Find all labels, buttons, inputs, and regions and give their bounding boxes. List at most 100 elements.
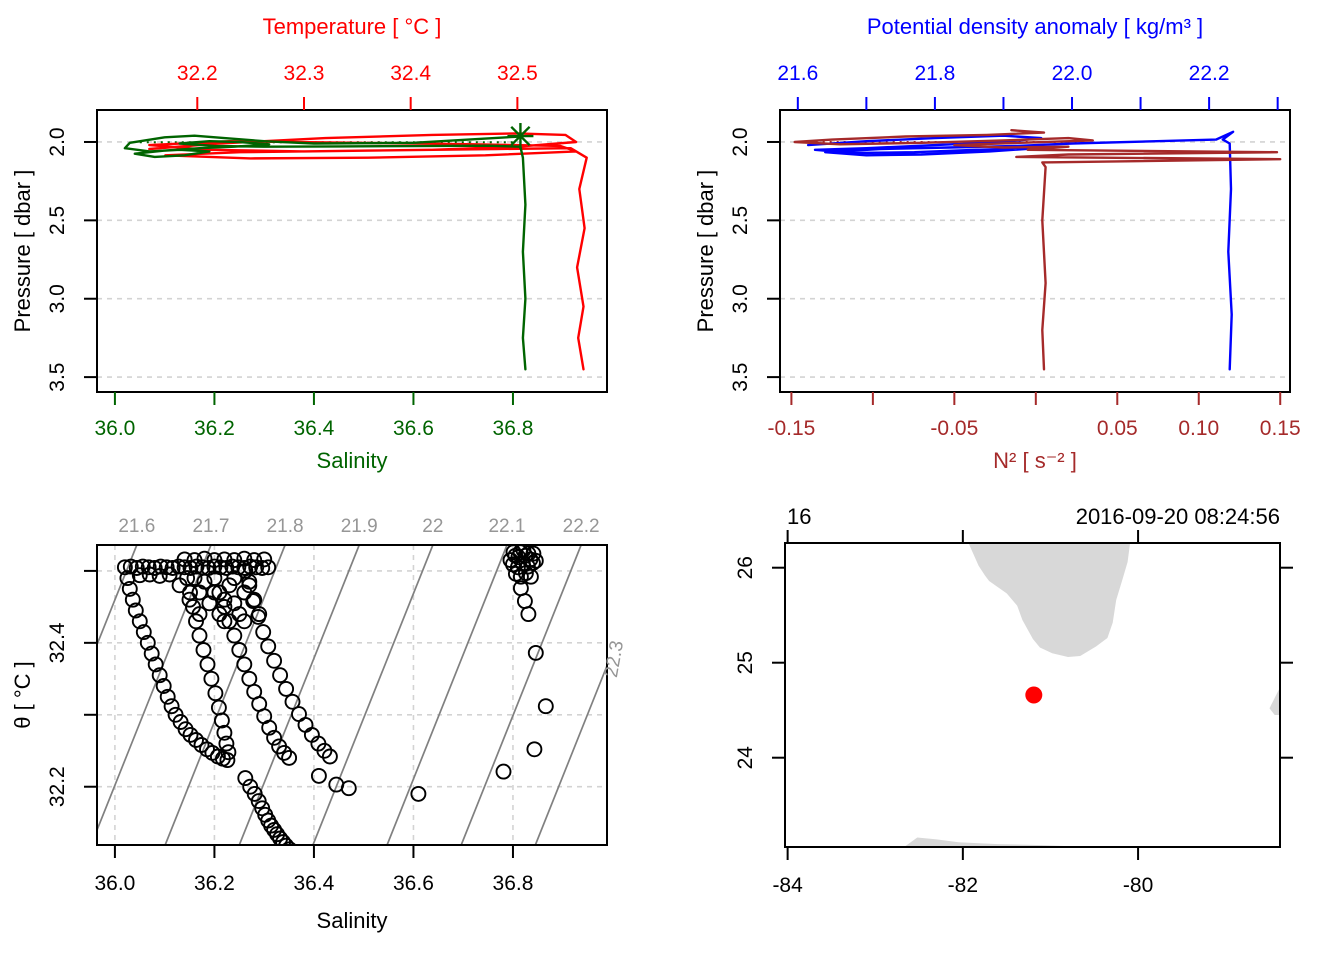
isopycnal-label: 22.1 (488, 516, 525, 537)
land-polygon (968, 543, 1131, 657)
ts-point (527, 644, 544, 661)
bottom-tick-label: 0.05 (1097, 417, 1138, 440)
ts-point (321, 748, 338, 765)
ts-point (515, 545, 532, 558)
top-tick-label: 32.5 (497, 62, 538, 85)
isopycnal-line (534, 663, 607, 845)
lon-tick-label: -84 (772, 874, 803, 897)
station-number-label: 16 (787, 504, 811, 529)
ts-point (537, 698, 554, 715)
isopycnal-label: 21.9 (341, 516, 378, 537)
ts-point (231, 642, 248, 658)
ts-point (139, 634, 156, 651)
top-axis-title: Temperature [ °C ] (263, 14, 442, 39)
lon-tick-label: -80 (1123, 874, 1153, 897)
ts-point (176, 551, 193, 568)
y-tick-label: 2.0 (729, 127, 752, 156)
isopycnal-line (164, 545, 286, 845)
ts-point (119, 570, 136, 587)
ts-point (226, 627, 243, 644)
ts-point (281, 749, 298, 766)
ts-point (159, 688, 176, 705)
ts-point (260, 559, 277, 576)
ts-point (284, 693, 301, 710)
ts-point (495, 763, 512, 780)
ts-point (152, 558, 169, 575)
ts-point (310, 767, 327, 784)
isopycnal-label-right: 22.3 (601, 639, 628, 679)
bottom-tick-label: 0.10 (1178, 417, 1219, 440)
ts-point (520, 606, 537, 623)
y-tick-label: 32.4 (46, 622, 69, 663)
ts-point (203, 670, 220, 687)
ts-point (127, 602, 144, 619)
ts-point (237, 562, 254, 579)
ts-point (131, 613, 148, 630)
ts-point (216, 598, 233, 615)
x-tick-label: 36.6 (393, 872, 434, 895)
y-tick-label: 2.5 (46, 206, 69, 235)
lon-tick-label: -82 (948, 874, 978, 897)
isopycnal-label: 21.6 (118, 516, 155, 537)
y-axis-title: Pressure [ dbar ] (10, 170, 35, 333)
land-polygon (904, 837, 1090, 847)
ts-point (226, 552, 243, 569)
ts-point (245, 593, 262, 610)
ts-point (316, 742, 333, 759)
y-tick-label: 3.5 (46, 363, 69, 392)
ts-point (218, 735, 235, 752)
x-tick-label: 36.2 (194, 872, 235, 895)
bottom-axis-title: Salinity (317, 448, 388, 473)
ts-point (220, 744, 237, 761)
x-tick-label: 36.8 (493, 872, 534, 895)
profile-temperature-salinity-data (123, 123, 588, 371)
ts-point (226, 570, 243, 587)
bottom-tick-label: 36.2 (194, 417, 235, 440)
top-tick-label: 32.4 (390, 62, 431, 85)
ts-point (147, 656, 164, 673)
n2-line (793, 128, 1282, 371)
top-tick-label: 22.0 (1052, 62, 1093, 85)
ts-point (410, 785, 427, 802)
ts-point (266, 652, 283, 669)
ts-point (191, 627, 208, 644)
ts-point (221, 613, 238, 630)
ts-box (96, 544, 608, 846)
ts-point (188, 558, 205, 575)
ts-point (213, 712, 230, 729)
lat-tick-label: 24 (734, 746, 757, 770)
ts-point (276, 744, 293, 761)
ts-point (260, 638, 277, 655)
bottom-tick-label: -0.05 (930, 417, 978, 440)
bottom-tick-label: 36.8 (493, 417, 534, 440)
ts-point (216, 724, 233, 741)
ts-point (255, 624, 272, 641)
ts-point (237, 770, 254, 787)
y-tick-label: 3.0 (729, 284, 752, 313)
ts-point (219, 752, 236, 769)
y-tick-label: 32.2 (46, 766, 69, 807)
ts-point (218, 560, 235, 576)
ts-point (216, 551, 233, 568)
ts-point (140, 559, 157, 576)
ts-point (185, 598, 201, 615)
isopycnal-line (97, 545, 138, 647)
ts-point (161, 566, 178, 583)
top-tick-label: 21.6 (777, 62, 818, 85)
ts-point (282, 841, 297, 845)
temperature-line (148, 132, 588, 371)
isopycnal-line (312, 545, 434, 845)
ts-point (186, 570, 203, 587)
profile-density-n2-panel: Potential density anomaly [ kg/m³ ] 21.6 2… (693, 14, 1301, 473)
ts-point (201, 595, 218, 612)
y-axis-title: Pressure [ dbar ] (693, 170, 718, 333)
ts-point (241, 670, 258, 687)
station-dot (1025, 686, 1043, 704)
isopycnal-label: 21.8 (267, 516, 304, 537)
ts-point (241, 577, 258, 594)
ts-point (278, 680, 295, 697)
ts-point (121, 580, 138, 597)
isopycnal-line (97, 545, 212, 833)
x-tick-label: 36.4 (293, 872, 334, 895)
ts-point (116, 559, 133, 576)
